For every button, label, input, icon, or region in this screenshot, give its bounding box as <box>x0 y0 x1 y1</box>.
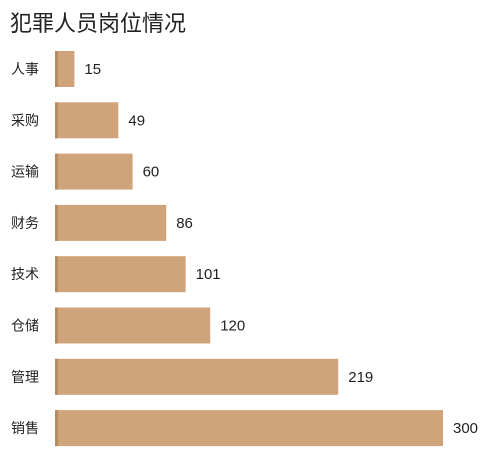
value-label: 219 <box>348 369 373 386</box>
bar-edge <box>55 307 58 344</box>
value-label: 49 <box>128 112 145 129</box>
bar-edge <box>55 51 58 87</box>
category-label: 财务 <box>11 216 39 232</box>
bar <box>55 153 133 190</box>
category-label: 销售 <box>11 421 39 437</box>
category-label: 人事 <box>11 62 39 78</box>
bar <box>55 51 75 87</box>
category-label: 采购 <box>11 113 39 129</box>
bar <box>55 102 119 139</box>
chart-title: 犯罪人员岗位情况 <box>10 12 187 37</box>
value-label: 60 <box>143 164 160 181</box>
category-label: 运输 <box>11 165 39 181</box>
bar-edge <box>55 358 58 395</box>
bar-edge <box>55 256 58 293</box>
category-label: 仓储 <box>11 319 39 335</box>
bar-edge <box>55 102 58 139</box>
value-label: 101 <box>196 266 221 283</box>
category-label: 管理 <box>11 370 39 386</box>
bar <box>55 307 211 344</box>
value-label: 86 <box>176 215 193 232</box>
bar <box>55 256 186 293</box>
bar <box>55 358 339 395</box>
value-label: 120 <box>220 318 245 335</box>
bar-edge <box>55 153 58 190</box>
value-label: 300 <box>453 420 478 437</box>
bar <box>55 204 167 241</box>
bar-edge <box>55 204 58 241</box>
bar-edge <box>55 410 58 447</box>
value-label: 15 <box>84 61 101 78</box>
bar <box>55 410 443 447</box>
category-label: 技术 <box>11 267 39 283</box>
